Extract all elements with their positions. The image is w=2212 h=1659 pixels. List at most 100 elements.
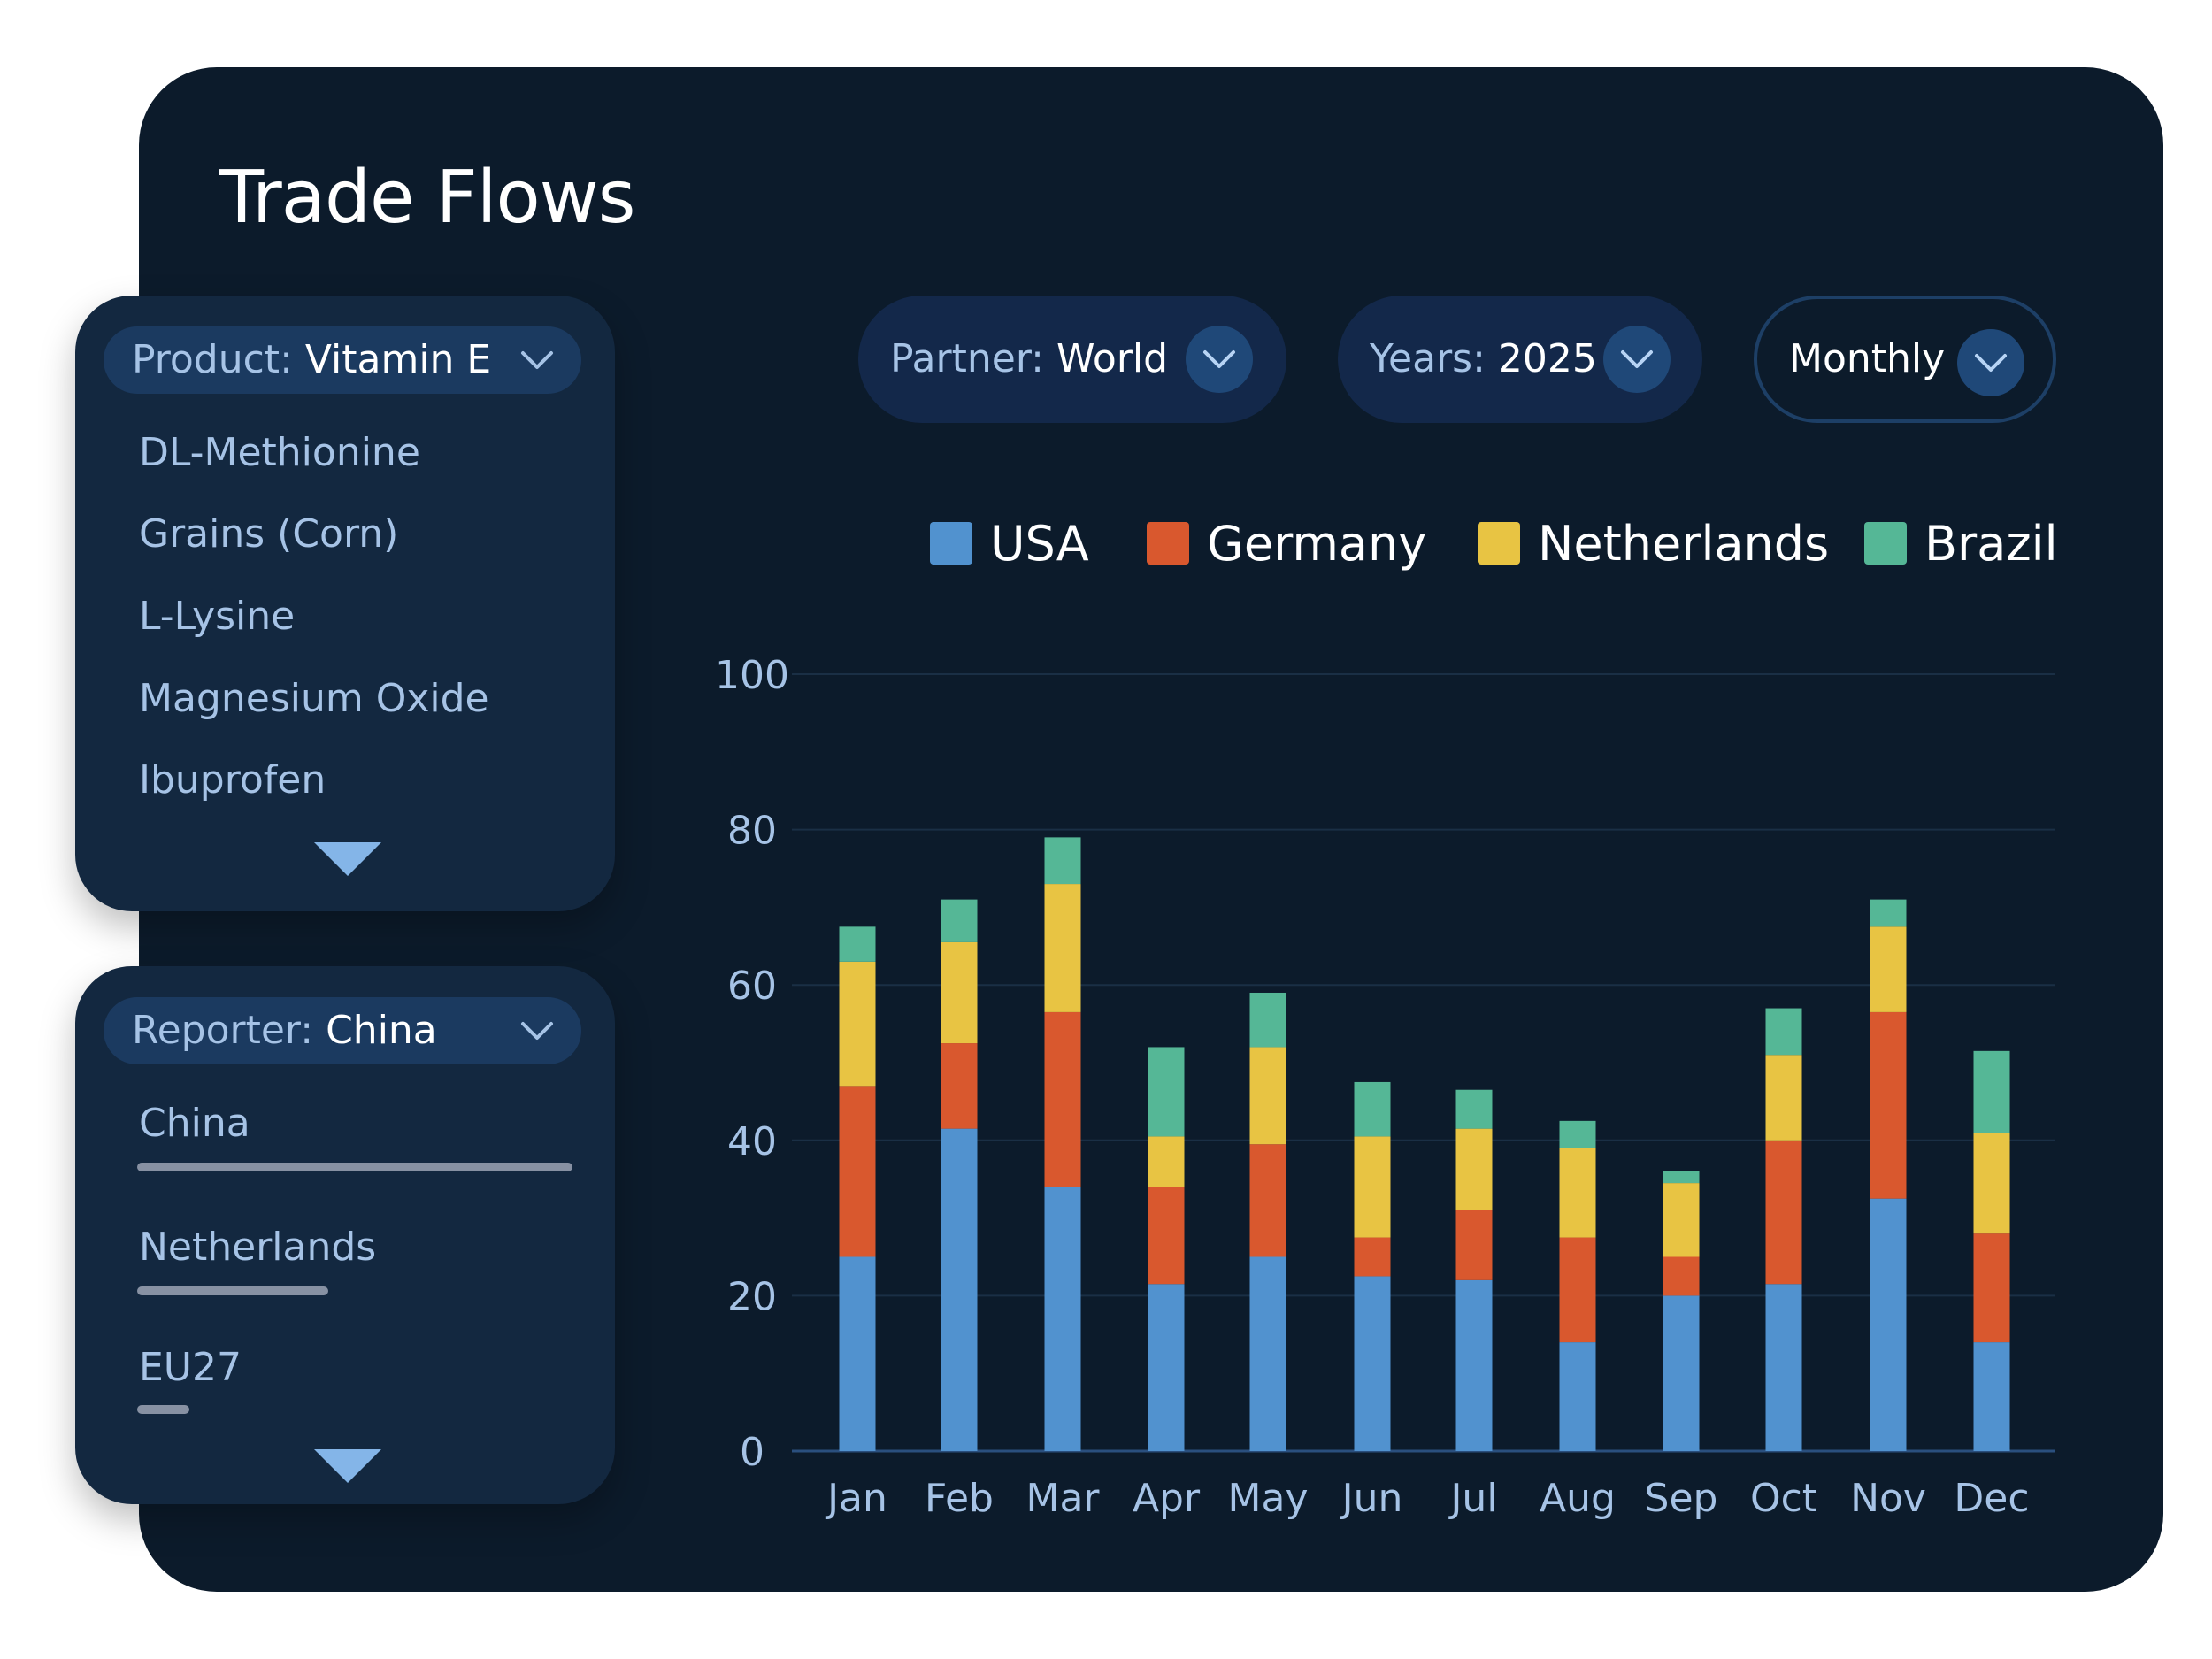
- reporter-item[interactable]: China: [139, 1101, 250, 1146]
- product-option[interactable]: Magnesium Oxide: [139, 676, 489, 721]
- x-tick-label: Dec: [1954, 1476, 2029, 1521]
- bar-segment-germany-dec[interactable]: [1973, 1233, 2010, 1343]
- bar-segment-usa-oct[interactable]: [1765, 1284, 1802, 1451]
- bar-segment-brazil-feb[interactable]: [941, 899, 978, 942]
- x-tick-label: Mar: [1025, 1476, 1100, 1521]
- reporter-share-bar: [137, 1286, 329, 1295]
- product-option[interactable]: Grains (Corn): [139, 511, 399, 557]
- bar-segment-netherlands-apr[interactable]: [1148, 1136, 1185, 1187]
- bar-segment-brazil-apr[interactable]: [1148, 1047, 1185, 1137]
- y-tick-label: 80: [727, 809, 777, 854]
- bar-segment-usa-sep[interactable]: [1663, 1295, 1700, 1451]
- reporter-item[interactable]: EU27: [139, 1345, 242, 1390]
- scroll-down-icon[interactable]: [314, 1449, 381, 1483]
- bar-segment-netherlands-jan[interactable]: [839, 961, 876, 1087]
- years-filter-value: 2025: [1497, 336, 1597, 381]
- chevron-down-icon: [1186, 326, 1253, 393]
- bar-segment-brazil-jan[interactable]: [839, 926, 876, 962]
- x-tick-label: May: [1228, 1476, 1309, 1521]
- bar-segment-usa-jan[interactable]: [839, 1256, 876, 1452]
- bar-segment-netherlands-mar[interactable]: [1044, 884, 1081, 1012]
- x-tick-label: Nov: [1850, 1476, 1926, 1521]
- bar-segment-brazil-sep[interactable]: [1663, 1171, 1700, 1184]
- bar-segment-brazil-jun[interactable]: [1354, 1081, 1391, 1137]
- bar-segment-germany-jul[interactable]: [1455, 1210, 1493, 1280]
- partner-filter-value: World: [1056, 336, 1169, 381]
- reporter-item[interactable]: Netherlands: [139, 1225, 377, 1270]
- bar-segment-usa-mar[interactable]: [1044, 1187, 1081, 1451]
- legend-swatch: [1478, 522, 1520, 565]
- bar-segment-usa-apr[interactable]: [1148, 1284, 1185, 1451]
- reporter-panel: Reporter: China China Netherlands EU27: [75, 966, 615, 1504]
- x-tick-label: Aug: [1540, 1476, 1616, 1521]
- bar-segment-germany-mar[interactable]: [1044, 1011, 1081, 1187]
- bar-segment-germany-may[interactable]: [1249, 1144, 1286, 1257]
- bar-segment-germany-jun[interactable]: [1354, 1237, 1391, 1277]
- bar-segment-brazil-mar[interactable]: [1044, 837, 1081, 885]
- frequency-filter-value: Monthly: [1789, 336, 1946, 381]
- partner-filter[interactable]: Partner: World: [858, 296, 1286, 423]
- product-option[interactable]: L-Lysine: [139, 594, 296, 639]
- bar-segment-netherlands-nov[interactable]: [1870, 926, 1907, 1012]
- bar-segment-netherlands-may[interactable]: [1249, 1047, 1286, 1145]
- chevron-down-icon: [521, 351, 553, 369]
- product-option[interactable]: Ibuprofen: [139, 757, 326, 803]
- frequency-filter[interactable]: Monthly: [1754, 296, 2056, 423]
- legend-label: Netherlands: [1538, 516, 1830, 572]
- bar-segment-germany-jan[interactable]: [839, 1086, 876, 1257]
- bar-segment-netherlands-dec[interactable]: [1973, 1133, 2010, 1234]
- bar-segment-brazil-may[interactable]: [1249, 992, 1286, 1048]
- x-tick-label: Apr: [1133, 1476, 1201, 1521]
- legend-label: Germany: [1207, 516, 1427, 572]
- y-tick-label: 20: [727, 1274, 777, 1319]
- bar-segment-germany-feb[interactable]: [941, 1043, 978, 1129]
- reporter-dropdown[interactable]: Reporter: China: [104, 997, 581, 1064]
- bar-segment-brazil-oct[interactable]: [1765, 1008, 1802, 1056]
- bar-segment-usa-jun[interactable]: [1354, 1276, 1391, 1451]
- y-tick-label: 60: [727, 964, 777, 1009]
- bar-segment-usa-feb[interactable]: [941, 1128, 978, 1451]
- chevron-down-icon: [1603, 326, 1671, 393]
- bar-segment-brazil-aug[interactable]: [1559, 1120, 1596, 1148]
- product-selected-value: Vitamin E: [304, 337, 492, 382]
- x-tick-label: Jun: [1340, 1476, 1403, 1521]
- bar-segment-germany-oct[interactable]: [1765, 1140, 1802, 1285]
- years-filter[interactable]: Years: 2025: [1338, 296, 1702, 423]
- bar-segment-usa-may[interactable]: [1249, 1256, 1286, 1452]
- legend-swatch: [1147, 522, 1189, 565]
- x-tick-label: Jan: [825, 1476, 887, 1521]
- bar-segment-netherlands-sep[interactable]: [1663, 1183, 1700, 1257]
- x-tick-label: Oct: [1750, 1476, 1817, 1521]
- bar-segment-netherlands-jul[interactable]: [1455, 1128, 1493, 1210]
- bar-segment-germany-apr[interactable]: [1148, 1187, 1185, 1285]
- bar-segment-brazil-nov[interactable]: [1870, 899, 1907, 927]
- bar-segment-netherlands-oct[interactable]: [1765, 1055, 1802, 1141]
- product-panel: Product: Vitamin E DL-Methionine Grains (…: [75, 296, 615, 911]
- bar-segment-netherlands-aug[interactable]: [1559, 1148, 1596, 1238]
- legend-label: Brazil: [1924, 516, 2058, 572]
- bar-segment-usa-jul[interactable]: [1455, 1279, 1493, 1451]
- bar-segment-germany-sep[interactable]: [1663, 1256, 1700, 1296]
- partner-filter-label: Partner: World: [890, 336, 1169, 381]
- bar-segment-netherlands-feb[interactable]: [941, 941, 978, 1044]
- reporter-share-bar: [137, 1163, 572, 1171]
- bar-segment-germany-aug[interactable]: [1559, 1237, 1596, 1343]
- product-dropdown[interactable]: Product: Vitamin E: [104, 326, 581, 394]
- reporter-share-bar: [137, 1405, 190, 1414]
- bar-segment-usa-nov[interactable]: [1870, 1198, 1907, 1451]
- bar-segment-usa-dec[interactable]: [1973, 1342, 2010, 1451]
- bar-segment-usa-aug[interactable]: [1559, 1342, 1596, 1451]
- product-option[interactable]: DL-Methionine: [139, 430, 420, 475]
- x-tick-label: Sep: [1645, 1476, 1718, 1521]
- y-tick-label: 40: [727, 1119, 777, 1164]
- bar-segment-brazil-dec[interactable]: [1973, 1050, 2010, 1133]
- legend-label: USA: [990, 516, 1089, 572]
- bar-segment-germany-nov[interactable]: [1870, 1011, 1907, 1199]
- bar-segment-brazil-jul[interactable]: [1455, 1089, 1493, 1129]
- chevron-down-icon: [521, 1022, 553, 1040]
- legend-swatch: [930, 522, 972, 565]
- x-tick-label: Feb: [925, 1476, 994, 1521]
- x-tick-label: Jul: [1448, 1476, 1497, 1521]
- scroll-down-icon[interactable]: [314, 842, 381, 876]
- bar-segment-netherlands-jun[interactable]: [1354, 1136, 1391, 1238]
